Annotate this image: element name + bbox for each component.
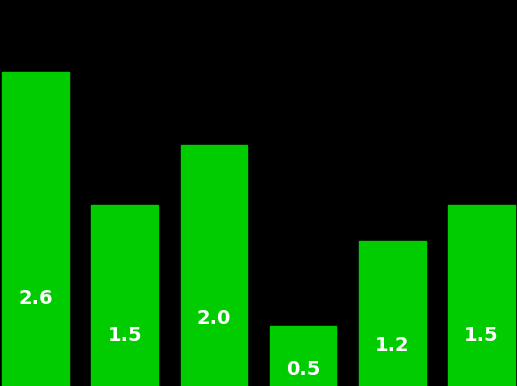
Text: 1.5: 1.5 [464,326,499,345]
Text: 2.6: 2.6 [18,289,53,308]
Text: 2.0: 2.0 [197,309,231,328]
Bar [448,205,515,386]
Text: 0.5: 0.5 [286,360,320,379]
Text: 1.2: 1.2 [375,336,409,355]
Text: 1.5: 1.5 [108,326,142,345]
Bar [270,326,337,386]
Bar [359,241,425,386]
Bar [2,73,69,386]
Bar [180,145,247,386]
Bar [92,205,158,386]
